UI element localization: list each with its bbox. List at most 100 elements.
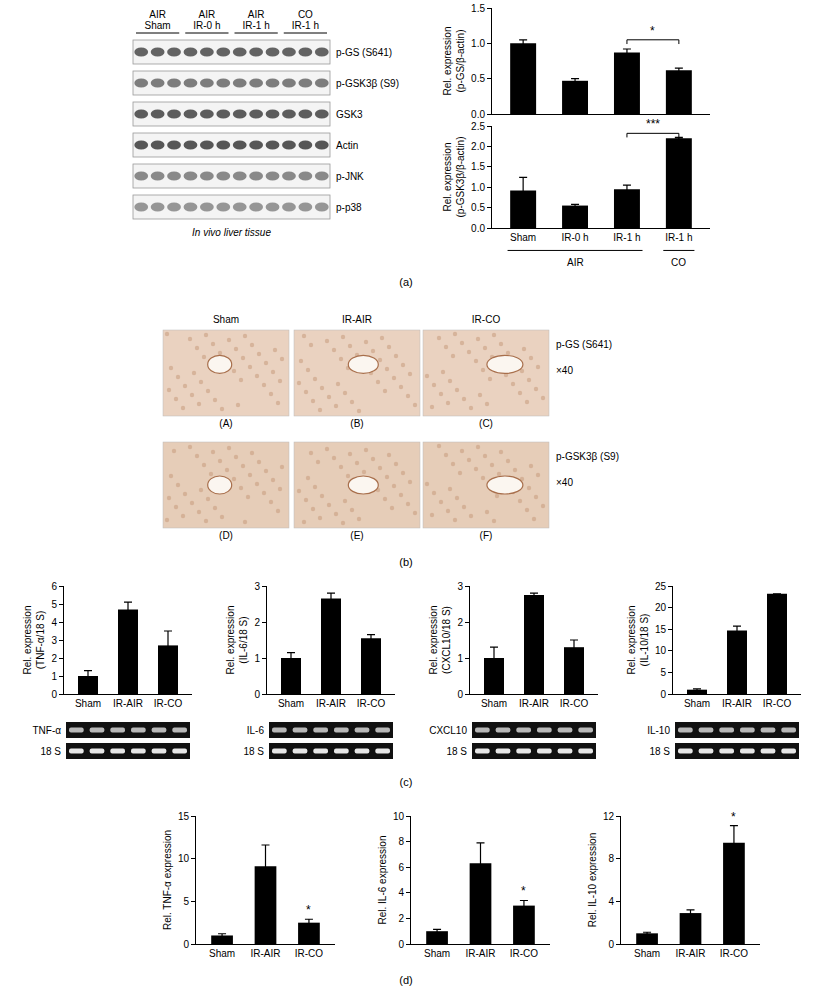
svg-text:18 S: 18 S [649,746,670,757]
svg-text:6: 6 [398,862,404,873]
svg-text:IR-CO: IR-CO [763,698,792,709]
svg-text:0.0: 0.0 [471,223,485,234]
svg-text:IL-10: IL-10 [647,725,670,736]
svg-text:TNF-α: TNF-α [32,725,61,736]
svg-text:Rel. expression(CXCL10/18 S): Rel. expression(CXCL10/18 S) [428,606,452,675]
svg-text:IR-CO: IR-CO [154,698,183,709]
svg-text:IR-CO: IR-CO [510,948,539,959]
svg-text:Sham: Sham [510,232,536,243]
svg-text:p-JNK: p-JNK [336,171,364,182]
svg-text:Rel. expression(IL-10/18 S): Rel. expression(IL-10/18 S) [626,606,650,675]
svg-text:IR-AIR: IR-AIR [251,948,281,959]
svg-text:IR-1 h: IR-1 h [292,20,319,31]
svg-text:Rel. expression(p-GS/β-actin): Rel. expression(p-GS/β-actin) [442,27,466,96]
svg-text:2: 2 [398,913,404,924]
svg-text:AIR: AIR [149,9,166,20]
svg-text:IR-AIR: IR-AIR [676,948,706,959]
svg-text:10: 10 [393,811,405,822]
svg-text:p-GS (S641): p-GS (S641) [336,47,392,58]
svg-text:Rel. IL-6 expression: Rel. IL-6 expression [377,836,388,925]
svg-text:IR-CO: IR-CO [720,948,749,959]
svg-text:IR-AIR: IR-AIR [519,698,549,709]
svg-text:(C): (C) [479,418,493,429]
svg-text:IR-AIR: IR-AIR [722,698,752,709]
svg-text:18 S: 18 S [40,746,61,757]
svg-text:CO: CO [671,257,686,268]
svg-text:*: * [521,884,526,898]
svg-text:IR-1 h: IR-1 h [665,232,692,243]
svg-text:1: 1 [51,671,57,682]
svg-text:18 S: 18 S [243,746,264,757]
svg-text:3: 3 [457,581,463,592]
svg-text:2: 2 [457,617,463,628]
svg-text:1.0: 1.0 [471,182,485,193]
svg-text:×40: ×40 [556,365,573,376]
svg-text:0: 0 [254,689,260,700]
svg-text:Sham: Sham [145,20,171,31]
svg-text:IR-CO: IR-CO [472,314,501,325]
svg-text:AIR: AIR [248,9,265,20]
svg-text:IR-0 h: IR-0 h [193,20,220,31]
svg-text:Sham: Sham [684,698,710,709]
svg-text:0.5: 0.5 [471,73,485,84]
svg-text:0: 0 [608,939,614,950]
svg-text:2.0: 2.0 [471,141,485,152]
svg-text:0: 0 [398,939,404,950]
svg-text:1.0: 1.0 [471,38,485,49]
svg-text:Sham: Sham [278,698,304,709]
svg-text:(B): (B) [350,418,363,429]
svg-text:Sham: Sham [634,948,660,959]
svg-text:5: 5 [183,896,189,907]
svg-text:1.5: 1.5 [471,3,485,14]
svg-text:p-GS (S641): p-GS (S641) [556,339,612,350]
svg-text:Sham: Sham [209,948,235,959]
svg-text:2: 2 [51,653,57,664]
svg-text:Sham: Sham [481,698,507,709]
svg-text:Rel. expression(p-GSK3β/β-acti: Rel. expression(p-GSK3β/β-actin) [442,137,466,218]
svg-text:25: 25 [655,581,667,592]
svg-text:IR-CO: IR-CO [357,698,386,709]
svg-text:IR-AIR: IR-AIR [466,948,496,959]
svg-text:15: 15 [178,811,190,822]
svg-text:IR-AIR: IR-AIR [316,698,346,709]
svg-text:8: 8 [398,836,404,847]
svg-text:8: 8 [608,853,614,864]
svg-text:IR-1 h: IR-1 h [613,232,640,243]
svg-text:(a): (a) [399,276,412,288]
svg-text:IR-1 h: IR-1 h [243,20,270,31]
svg-text:IL-6: IL-6 [247,725,265,736]
svg-text:IR-AIR: IR-AIR [342,314,372,325]
svg-text:p-p38: p-p38 [336,202,362,213]
svg-text:4: 4 [51,617,57,628]
svg-text:In vivo liver tissue: In vivo liver tissue [192,227,271,238]
svg-text:GSK3: GSK3 [336,109,363,120]
svg-text:IR-AIR: IR-AIR [113,698,143,709]
svg-text:2: 2 [254,617,260,628]
svg-text:0: 0 [51,689,57,700]
svg-text:Rel. expression(TNF-α/18 S): Rel. expression(TNF-α/18 S) [22,606,46,675]
svg-text:CXCL10: CXCL10 [429,725,467,736]
svg-text:IR-CO: IR-CO [295,948,324,959]
svg-text:Rel. IL-10 expression: Rel. IL-10 expression [587,833,598,928]
svg-text:p-GSK3β (S9): p-GSK3β (S9) [556,451,619,462]
svg-text:(E): (E) [350,530,363,541]
svg-text:6: 6 [51,581,57,592]
svg-text:0: 0 [660,689,666,700]
svg-text:0.5: 0.5 [471,202,485,213]
svg-text:0: 0 [457,689,463,700]
svg-text:20: 20 [655,602,667,613]
svg-text:IR-CO: IR-CO [560,698,589,709]
svg-text:1: 1 [254,653,260,664]
svg-text:*: * [650,24,655,38]
svg-text:p-GSK3β (S9): p-GSK3β (S9) [336,78,399,89]
svg-text:Sham: Sham [75,698,101,709]
svg-text:0: 0 [183,939,189,950]
svg-text:3: 3 [51,635,57,646]
svg-text:Sham: Sham [213,314,239,325]
svg-text:AIR: AIR [567,257,584,268]
svg-text:(c): (c) [400,776,413,788]
svg-text:(d): (d) [399,974,412,986]
svg-text:4: 4 [398,887,404,898]
svg-text:(D): (D) [219,530,233,541]
svg-text:AIR: AIR [199,9,216,20]
